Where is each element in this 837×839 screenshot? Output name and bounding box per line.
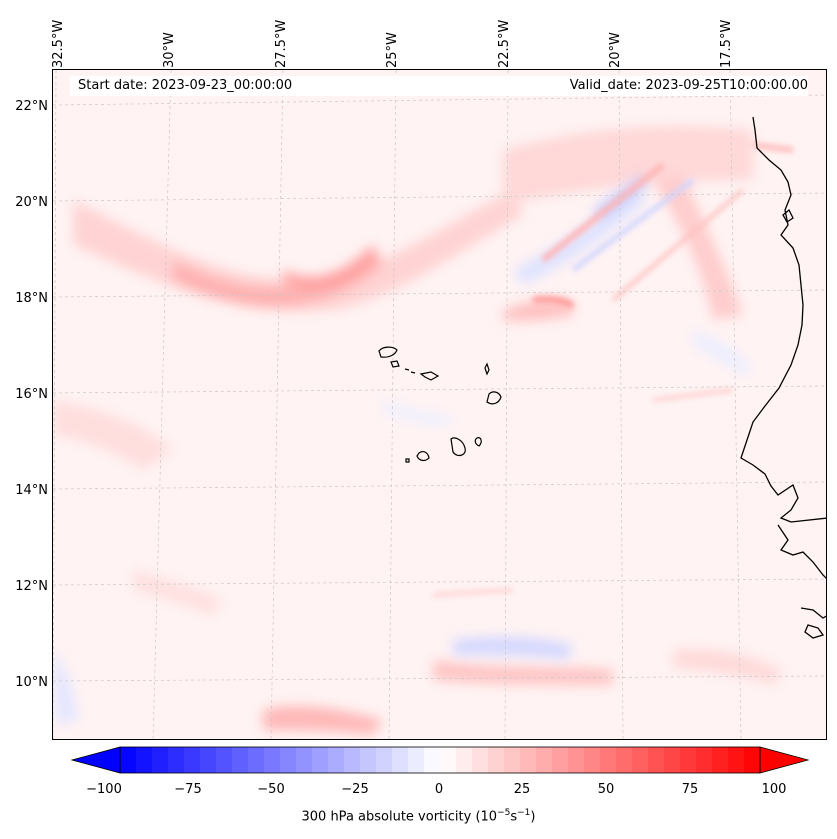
colorbar-outline <box>119 746 761 774</box>
lat-label-14n: 14°N <box>15 483 48 498</box>
colorbar-extend-low <box>70 746 121 774</box>
colorbar-segment <box>440 747 457 773</box>
colorbar-segment <box>456 747 473 773</box>
colorbar-tick-neg75: −75 <box>174 782 202 797</box>
lat-label-20n: 20°N <box>15 195 48 210</box>
colorbar-segment <box>184 747 201 773</box>
coastline <box>740 116 826 639</box>
lat-label-22n: 22°N <box>15 99 48 114</box>
lat-label-18n: 18°N <box>15 291 48 306</box>
colorbar-segment <box>584 747 601 773</box>
lat-label-10n: 10°N <box>15 675 48 690</box>
valid-date-label: Valid_date: 2023-09-25T10:00:00.00 <box>320 76 808 96</box>
colorbar-segment <box>136 747 153 773</box>
colorbar-segment <box>728 747 745 773</box>
colorbar-segment <box>520 747 537 773</box>
colorbar-segment <box>648 747 665 773</box>
colorbar-segment <box>216 747 233 773</box>
colorbar-segment <box>344 747 361 773</box>
colorbar-tick-100: 100 <box>761 782 787 797</box>
positive-vorticity-areas <box>53 126 783 735</box>
colorbar-segment <box>504 747 521 773</box>
colorbar-graphic <box>70 746 810 774</box>
colorbar-segment <box>376 747 393 773</box>
cape-verde-islands <box>378 346 502 463</box>
lon-label-25w: 25°W <box>385 32 400 68</box>
lat-label-12n: 12°N <box>15 579 48 594</box>
vorticity-field <box>53 70 826 739</box>
colorbar-segment <box>680 747 697 773</box>
colorbar-segment <box>536 747 553 773</box>
colorbar-segment <box>360 747 377 773</box>
colorbar-tick-neg50: −50 <box>257 782 285 797</box>
lon-label-32-5w: 32.5°W <box>51 19 66 68</box>
colorbar-segment <box>696 747 713 773</box>
colorbar-segment <box>296 747 313 773</box>
colorbar-segment <box>616 747 633 773</box>
colorbar-tick-0: 0 <box>434 782 444 797</box>
colorbar-title: 300 hPa absolute vorticity (10−5s−1) <box>301 808 536 825</box>
colorbar-segment <box>168 747 185 773</box>
colorbar-segment <box>744 747 761 773</box>
colorbar-segment <box>232 747 249 773</box>
colorbar-segment <box>568 747 585 773</box>
colorbar-extend-high <box>759 746 810 774</box>
colorbar-segment <box>280 747 297 773</box>
field-background <box>53 70 826 739</box>
vorticity-streaks <box>432 142 794 597</box>
colorbar-tick-75: 75 <box>681 782 699 797</box>
colorbar-segment <box>248 747 265 773</box>
colorbar-segment <box>152 747 169 773</box>
colorbar <box>70 745 810 775</box>
colorbar-segment <box>408 747 425 773</box>
colorbar-segment <box>424 747 441 773</box>
vorticity-map[interactable] <box>52 69 827 740</box>
lat-label-16n: 16°N <box>15 387 48 402</box>
colorbar-segment <box>392 747 409 773</box>
colorbar-segment <box>472 747 489 773</box>
lon-label-27-5w: 27.5°W <box>274 19 289 68</box>
colorbar-tick-neg100: −100 <box>86 782 122 797</box>
lon-label-22-5w: 22.5°W <box>497 19 512 68</box>
colorbar-segment <box>552 747 569 773</box>
colorbar-segment <box>328 747 345 773</box>
lon-label-30w: 30°W <box>162 32 177 68</box>
colorbar-segment <box>712 747 729 773</box>
colorbar-segment <box>664 747 681 773</box>
colorbar-segment <box>312 747 329 773</box>
colorbar-segment <box>200 747 217 773</box>
lon-label-20w: 20°W <box>608 32 623 68</box>
graticule <box>53 70 826 739</box>
lon-label-17-5w: 17.5°W <box>719 19 734 68</box>
colorbar-segment <box>120 747 137 773</box>
start-date-label: Start date: 2023-09-23_00:00:00 <box>70 76 328 96</box>
colorbar-tick-neg25: −25 <box>341 782 369 797</box>
colorbar-segment <box>632 747 649 773</box>
colorbar-tick-50: 50 <box>597 782 615 797</box>
colorbar-segment <box>488 747 505 773</box>
colorbar-tick-25: 25 <box>513 782 531 797</box>
colorbar-segment <box>600 747 617 773</box>
colorbar-segment <box>264 747 281 773</box>
